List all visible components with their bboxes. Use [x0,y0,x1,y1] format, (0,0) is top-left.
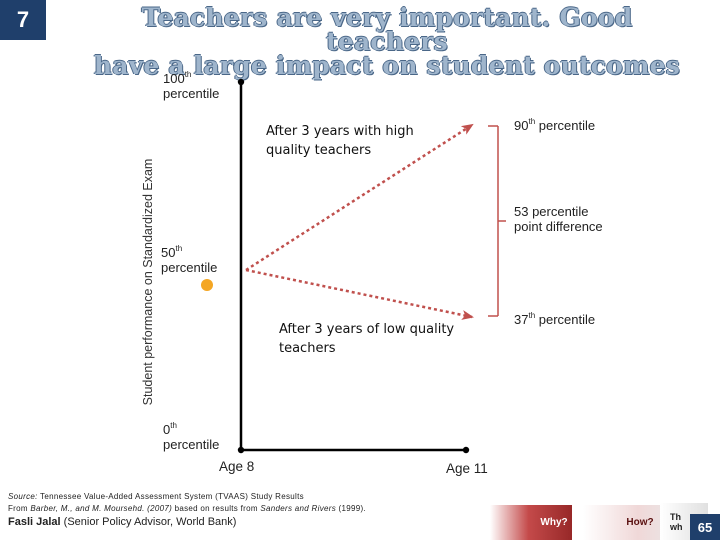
y-axis-label: Student performance on Standardized Exam [141,35,155,406]
source-line-2d: Sanders and Rivers [260,504,337,513]
source-prefix: Source: [8,492,38,501]
annotation-high-line-1: After 3 years with high [266,124,414,139]
x-label-age-11: Age 11 [446,461,488,476]
annotation-high-line-2: quality teachers [266,143,372,158]
page-number-badge: 65 [690,514,720,540]
annotation-low-quality: After 3 years of low quality teachers [279,320,454,358]
credit-role: (Senior Policy Advisor, World Bank) [60,516,237,528]
then-label-1: Th [670,511,681,522]
label-50-word: percentile [161,260,218,275]
label-37-word: percentile [538,312,596,327]
label-100th-percentile: 100th percentile [163,70,220,102]
then-label-2: wh [670,521,683,532]
how-button-label: How? [626,517,654,528]
label-37-value: 37 [514,312,529,327]
slide-title: Teachers are very important. Good teache… [86,3,688,80]
y-axis-label-text: Student performance on Standardized Exam [141,158,155,406]
difference-line-2: point difference [514,219,603,234]
label-90-word: percentile [538,118,596,133]
label-0-sup: th [170,421,177,430]
label-100-word: percentile [163,86,220,101]
low-quality-arrow [245,268,474,320]
source-line-2a: From [8,504,31,513]
high-quality-arrow [245,123,474,272]
label-50-value: 50 [161,245,176,260]
origin-dot [237,446,245,454]
label-50th-percentile: 50th percentile [161,244,218,276]
label-difference: 53 percentile point difference [514,204,603,234]
source-line-2b: Barber, M., and M. Moursehd. (2007) [30,504,173,513]
label-90th-percentile: 90th percentile [514,117,596,134]
label-50-sup: th [175,244,183,253]
label-0-word: percentile [163,437,220,452]
annotation-low-line-1: After 3 years of low quality [279,322,455,337]
title-line-1: Teachers are very important. Good teache… [141,3,633,56]
label-37th-percentile: 37th percentile [514,311,596,328]
why-button-label: Why? [540,517,568,528]
difference-line-1: 53 percentile [514,204,589,219]
source-line-2e: (1999). [336,504,366,513]
starting-point-dot [201,279,213,291]
annotation-low-line-2: teachers [279,341,336,356]
label-90-value: 90 [514,118,529,133]
label-100-value: 100 [163,71,185,86]
title-line-2: have a large impact on student outcomes [93,51,681,80]
credit-name: Fasli Jalal [8,516,61,528]
slide-number: 7 [0,0,46,40]
source-line-1: Tennessee Value-Added Assessment System … [37,492,304,501]
label-37-sup: th [528,311,536,320]
label-90-sup: th [528,117,536,126]
x-label-age-8: Age 8 [219,459,255,474]
label-100-sup: th [184,70,192,79]
annotation-high-quality: After 3 years with high quality teachers [266,122,414,160]
source-line-2c: based on results from [172,504,261,513]
label-0th-percentile: 0th percentile [163,421,220,453]
x-axis-end-dot [462,446,470,454]
difference-bracket [488,125,506,317]
label-0-value: 0 [163,422,171,437]
y-axis-top-dot [237,78,245,86]
source-note: Source: Tennessee Value-Added Assessment… [8,491,366,515]
credit-line: Fasli Jalal (Senior Policy Advisor, Worl… [8,516,236,528]
